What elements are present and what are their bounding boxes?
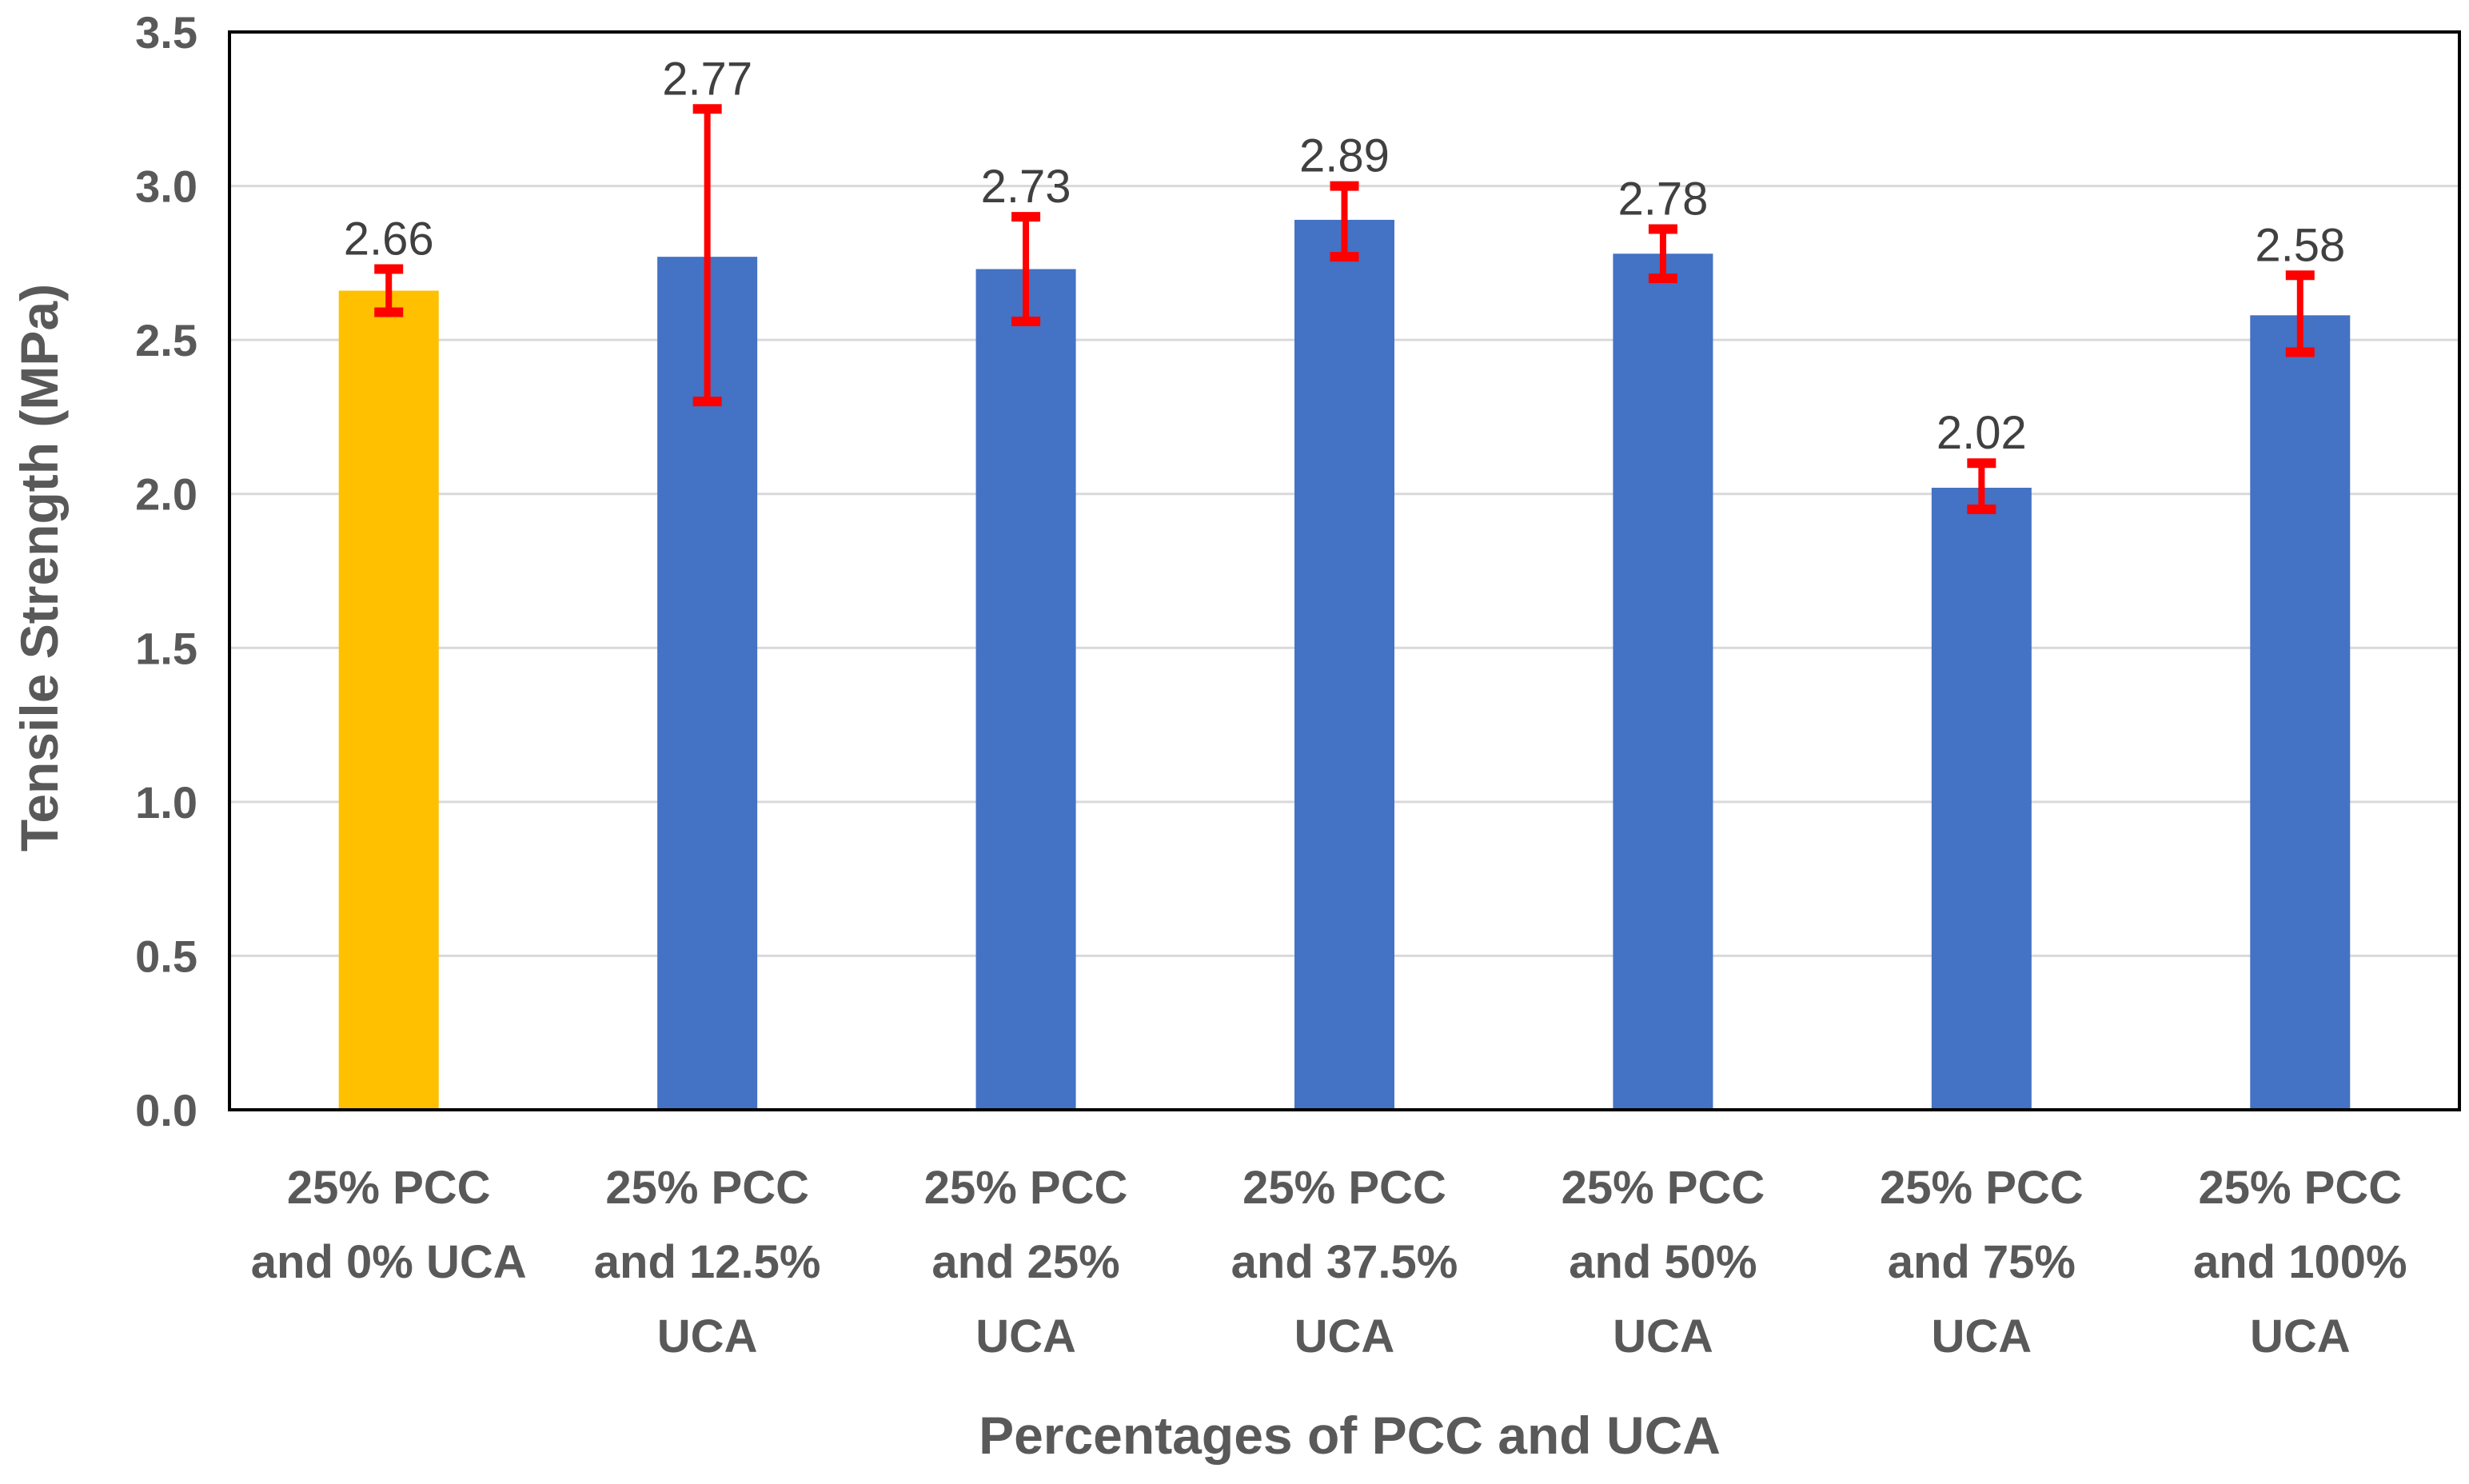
y-tick-label: 0.0 [135, 1085, 197, 1135]
data-label: 2.89 [1299, 130, 1390, 182]
x-category-label-line: and 25% [931, 1236, 1119, 1288]
x-category-label: 25% PCC and 25% UCA [924, 1162, 1128, 1362]
bars [338, 219, 2351, 1110]
bar [975, 269, 1076, 1110]
y-axis-title: Tensile Strength (MPa) [10, 284, 69, 852]
data-label: 2.73 [981, 161, 1071, 213]
error-bars [374, 104, 2315, 514]
data-label: 2.66 [344, 213, 434, 265]
x-category-label-line: and 50% [1569, 1236, 1757, 1288]
data-label: 2.78 [1617, 173, 1708, 225]
x-category-label-line: and 0% UCA [251, 1236, 527, 1288]
x-category-label-line: 25% PCC [924, 1162, 1128, 1214]
error-bar [692, 104, 722, 407]
error-bar [374, 264, 404, 317]
plot-area-border [228, 30, 2461, 1111]
x-category-label-line: UCA [1294, 1310, 1395, 1362]
error-bar [2285, 270, 2315, 357]
x-category-label: 25% PCC and 0% UCA [251, 1162, 527, 1288]
x-category-label-line: and 75% [1888, 1236, 2076, 1288]
x-category-label-line: and 12.5% [594, 1236, 821, 1288]
x-category-label-line: 25% PCC [605, 1162, 809, 1214]
x-category-label-line: 25% PCC [2198, 1162, 2402, 1214]
x-category-label-line: 25% PCC [1562, 1162, 1765, 1214]
bar [1613, 253, 1713, 1110]
y-tick-labels: 0.0 0.5 1.0 1.5 2.0 2.5 3.0 3.5 [135, 7, 197, 1135]
x-category-label-line: UCA [1613, 1310, 1713, 1362]
axes [228, 30, 2461, 1111]
error-bar [1011, 212, 1041, 327]
x-category-label-line: 25% PCC [1242, 1162, 1446, 1214]
x-category-label: 25% PCC and 12.5% UCA [594, 1162, 821, 1362]
bar [2250, 315, 2351, 1110]
error-bar [1330, 181, 1359, 262]
y-tick-label: 1.5 [135, 623, 197, 673]
error-bar [1967, 458, 1996, 514]
y-tick-label: 2.0 [135, 469, 197, 520]
x-category-label-line: UCA [1932, 1310, 2032, 1362]
bar [338, 290, 439, 1110]
x-category-label: 25% PCC and 100% UCA [2193, 1162, 2407, 1362]
x-axis-title: Percentages of PCC and UCA [979, 1406, 1721, 1465]
y-tick-label: 2.5 [135, 315, 197, 365]
x-category-label: 25% PCC and 37.5% UCA [1231, 1162, 1458, 1362]
x-category-label: 25% PCC and 50% UCA [1562, 1162, 1765, 1362]
x-category-label-line: 25% PCC [1880, 1162, 2084, 1214]
x-category-label-line: and 100% [2193, 1236, 2407, 1288]
x-category-label-line: and 37.5% [1231, 1236, 1458, 1288]
error-bar [1648, 224, 1677, 284]
x-category-label-line: 25% PCC [287, 1162, 491, 1214]
data-label: 2.77 [662, 53, 752, 105]
x-category-label: 25% PCC and 75% UCA [1880, 1162, 2084, 1362]
data-labels: 2.66 2.77 2.73 2.89 2.78 2.02 2.58 [344, 53, 2345, 459]
bar [1931, 488, 2032, 1110]
data-label: 2.02 [1937, 407, 2027, 459]
bar [1294, 219, 1394, 1110]
x-category-label-line: UCA [2250, 1310, 2351, 1362]
y-tick-label: 1.0 [135, 777, 197, 828]
data-label: 2.58 [2255, 219, 2345, 271]
y-tick-label: 3.5 [135, 7, 197, 58]
x-category-label-line: UCA [975, 1310, 1076, 1362]
y-tick-label: 3.0 [135, 162, 197, 212]
y-tick-label: 0.5 [135, 931, 197, 981]
x-category-label-line: UCA [657, 1310, 758, 1362]
